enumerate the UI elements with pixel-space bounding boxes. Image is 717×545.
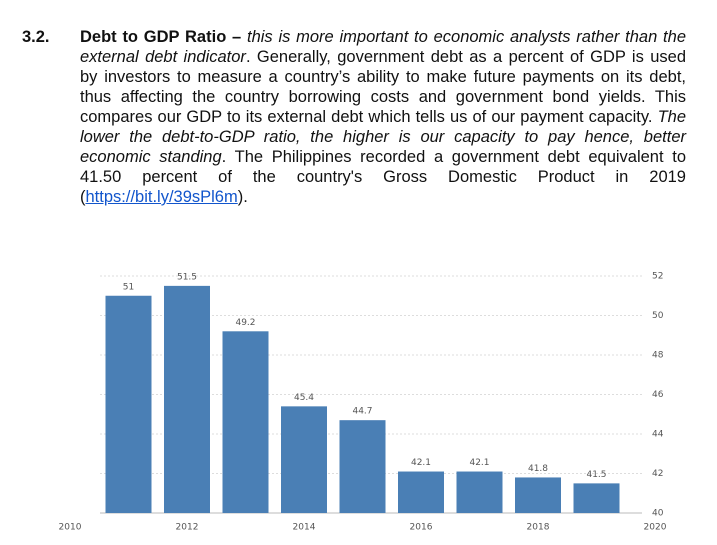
value-label: 49.2: [235, 318, 255, 328]
x-tick-label: 2012: [176, 523, 199, 533]
link[interactable]: https://bit.ly/39sPl6m: [85, 188, 238, 206]
bar: [573, 483, 620, 513]
y-tick-label: 46: [652, 390, 664, 400]
bar: [164, 285, 210, 513]
y-tick-label: 40: [652, 509, 664, 519]
y-tick-label: 50: [652, 311, 664, 321]
x-tick-label: 2014: [293, 523, 316, 533]
x-tick-label: 2016: [410, 523, 433, 533]
value-label: 45.4: [294, 393, 314, 403]
x-tick-label: 2010: [59, 523, 82, 533]
text-run: ).: [237, 188, 248, 206]
y-tick-label: 48: [652, 351, 664, 361]
text-run: this is more important to economic analy…: [80, 28, 686, 66]
text-run: . The Philippines recorded a government …: [80, 148, 686, 206]
chart: 40 42 44 46 48 50 52 2010 2012 2014 2016 2018 2020 51…: [59, 272, 667, 533]
text-run: Debt to GDP Ratio –: [80, 28, 247, 46]
value-label: 42.1: [469, 458, 489, 468]
value-label: 42.1: [411, 458, 431, 468]
paragraph: Debt to GDP Ratio – this is more importa…: [80, 27, 686, 207]
text-run: The lower the debt-to-GDP ratio, the hig…: [80, 108, 686, 166]
bar: [222, 331, 269, 513]
x-tick-label: 2020: [644, 523, 667, 533]
bar: [398, 471, 444, 513]
y-tick-label: 42: [652, 469, 663, 479]
value-label: 44.7: [352, 407, 372, 417]
value-label: 41.8: [528, 464, 548, 474]
text-run: . Generally, government debt as a percen…: [80, 48, 687, 126]
y-tick-label: 52: [652, 272, 663, 282]
bar: [515, 477, 561, 513]
x-tick-label: 2018: [527, 523, 550, 533]
section-number: 3.2.: [22, 28, 50, 46]
bar: [456, 471, 503, 513]
value-label: 51.5: [177, 272, 197, 282]
bar: [105, 295, 152, 513]
value-label: 41.5: [586, 470, 606, 480]
bar: [339, 420, 386, 513]
y-tick-label: 44: [652, 430, 664, 440]
bar: [281, 406, 327, 513]
value-label: 51: [123, 282, 134, 292]
